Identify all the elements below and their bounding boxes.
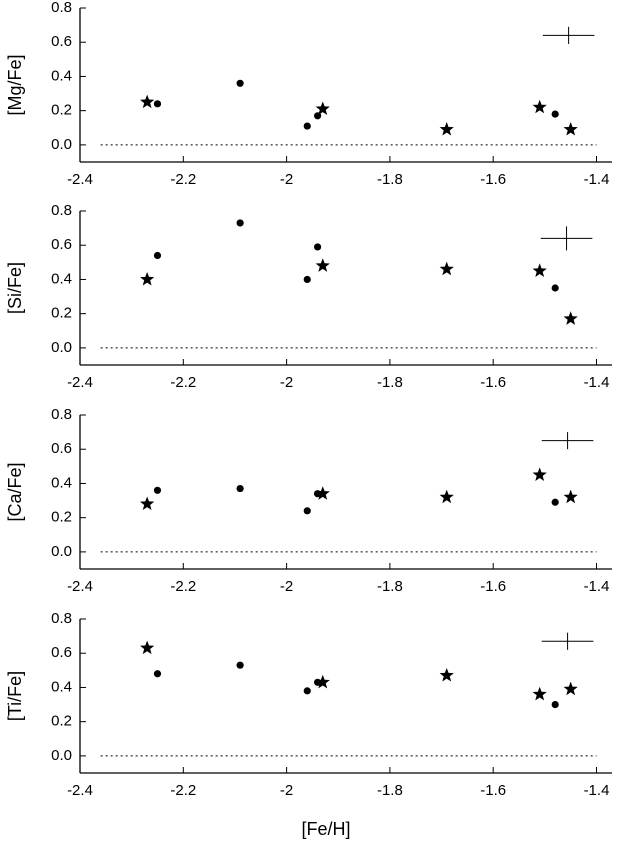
- circle-point: [303, 687, 311, 695]
- star-point: [315, 101, 330, 116]
- circle-point: [313, 243, 322, 251]
- x-tick-label: -2: [280, 374, 293, 391]
- x-tick-label: -2.4: [67, 374, 93, 391]
- y-tick-label: 0.4: [51, 270, 72, 287]
- y-tick-label: 0.2: [51, 509, 72, 526]
- star-point: [315, 258, 330, 272]
- circle-point: [153, 486, 162, 494]
- star-point: [563, 121, 578, 136]
- star-point: [532, 686, 547, 701]
- x-tick-label: -1.6: [480, 374, 506, 391]
- x-tick-label: -1.4: [584, 782, 610, 799]
- y-tick-label: 0.8: [51, 610, 72, 627]
- y-tick-label: 0.4: [51, 67, 72, 84]
- circle-point: [236, 661, 244, 669]
- x-axis-title: [Fe/H]: [301, 819, 350, 839]
- x-tick-label: -1.4: [584, 374, 610, 391]
- star-point: [439, 667, 454, 682]
- circle-point: [551, 700, 559, 709]
- x-tick-label: -2: [280, 171, 293, 188]
- x-tick-label: -2.2: [170, 578, 196, 595]
- x-tick-label: -2.4: [67, 171, 93, 188]
- x-tick-label: -2.2: [170, 374, 196, 391]
- y-tick-label: 0.0: [51, 339, 72, 356]
- y-tick-label: 0.4: [51, 678, 72, 695]
- y-tick-label: 0.0: [51, 136, 72, 153]
- star-point: [563, 681, 578, 696]
- x-tick-label: -2.2: [170, 782, 196, 799]
- y-tick-label: 0.8: [51, 406, 72, 423]
- circle-point: [236, 79, 244, 87]
- x-tick-label: -1.8: [377, 374, 403, 391]
- star-point: [532, 263, 547, 277]
- star-point: [532, 99, 547, 114]
- circle-point: [303, 275, 311, 284]
- star-point: [140, 496, 155, 511]
- circle-point: [153, 251, 162, 260]
- y-tick-label: 0.2: [51, 305, 72, 322]
- x-tick-label: -1.4: [584, 578, 610, 595]
- y-tick-label: 0.0: [51, 543, 72, 560]
- y-axis-title: [Ti/Fe]: [5, 671, 25, 721]
- x-tick-label: -1.8: [377, 782, 403, 799]
- y-tick-label: 0.6: [51, 33, 72, 50]
- y-tick-label: 0.6: [51, 440, 72, 457]
- circle-point: [551, 498, 559, 506]
- star-point: [439, 121, 454, 136]
- circle-point: [153, 670, 162, 678]
- circle-point: [551, 110, 559, 118]
- y-tick-label: 0.2: [51, 102, 72, 119]
- circle-point: [236, 484, 244, 493]
- star-point: [563, 311, 578, 325]
- x-tick-label: -1.6: [480, 782, 506, 799]
- y-tick-label: 0.6: [51, 644, 72, 661]
- circle-point: [551, 284, 559, 292]
- circle-point: [153, 100, 162, 108]
- y-tick-label: 0.8: [51, 202, 72, 219]
- x-tick-label: -2.2: [170, 171, 196, 188]
- circle-point: [236, 219, 244, 227]
- star-point: [563, 489, 578, 504]
- star-point: [439, 261, 454, 276]
- y-tick-label: 0.8: [51, 0, 72, 16]
- y-axis-title: [Si/Fe]: [5, 262, 25, 314]
- y-tick-label: 0.4: [51, 474, 72, 491]
- star-point: [140, 271, 155, 286]
- x-tick-label: -1.8: [377, 171, 403, 188]
- x-tick-label: -1.6: [480, 171, 506, 188]
- star-point: [315, 486, 330, 500]
- star-point: [140, 94, 155, 109]
- circle-point: [303, 507, 311, 515]
- circle-point: [303, 122, 311, 130]
- x-tick-label: -2: [280, 578, 293, 595]
- x-tick-label: -2: [280, 782, 293, 799]
- y-axis-title: [Mg/Fe]: [5, 54, 25, 115]
- y-axis-title: [Ca/Fe]: [5, 462, 25, 521]
- star-point: [140, 640, 155, 655]
- y-tick-label: 0.0: [51, 747, 72, 764]
- y-tick-label: 0.6: [51, 236, 72, 253]
- x-tick-label: -2.4: [67, 782, 93, 799]
- x-tick-label: -1.4: [584, 171, 610, 188]
- x-tick-label: -1.6: [480, 578, 506, 595]
- star-point: [532, 467, 547, 481]
- x-tick-label: -1.8: [377, 578, 403, 595]
- star-point: [439, 489, 454, 504]
- star-point: [315, 674, 330, 689]
- x-tick-label: -2.4: [67, 578, 93, 595]
- y-tick-label: 0.2: [51, 713, 72, 730]
